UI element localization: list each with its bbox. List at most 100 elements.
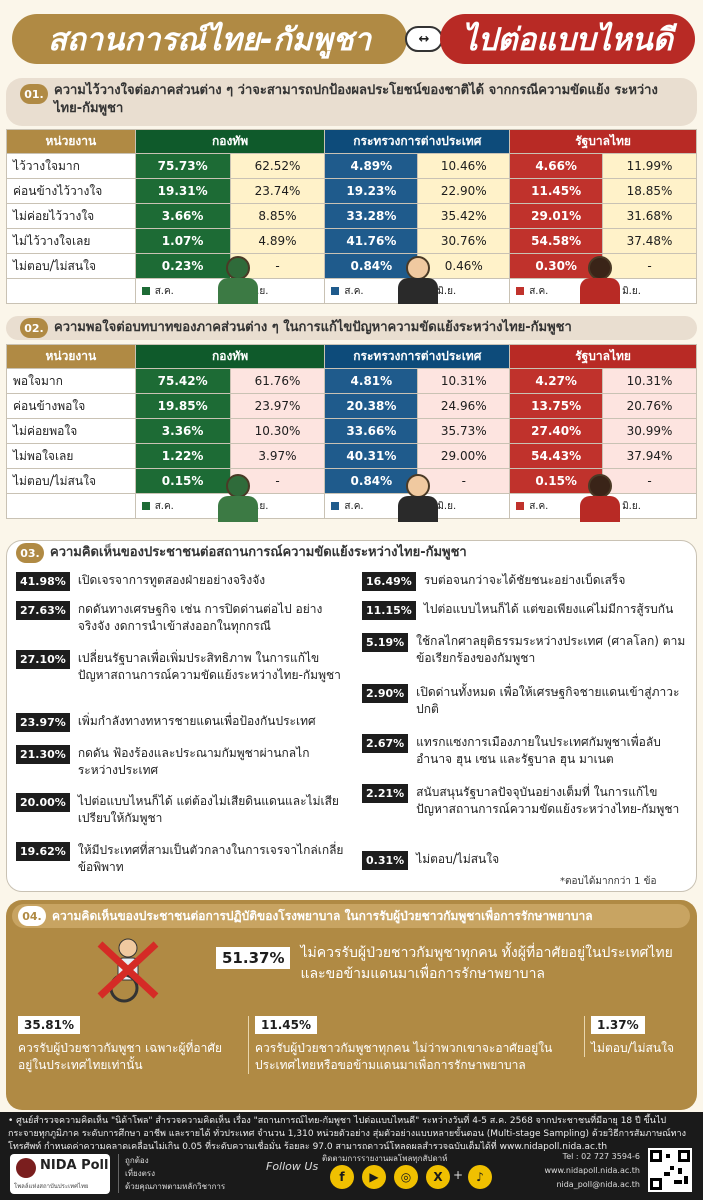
cell: 3.36% [134, 418, 231, 444]
header-title-left: สถานการณ์ไทย-กัมพูชา [12, 14, 407, 64]
opinion-item: 2.90% เปิดด่านทั้งหมด เพื่อให้เศรษฐกิจชาย… [362, 684, 687, 718]
youtube-icon[interactable]: ▶ [362, 1165, 386, 1189]
cell: 62.52% [229, 153, 326, 179]
multiple-answers-note: *ตอบได้มากกว่า 1 ข้อ [560, 876, 657, 887]
cell: 19.85% [134, 393, 231, 419]
cell: 3.66% [134, 203, 231, 229]
opinion-item: 16.49% รบต่อจนกว่าจะได้ชัยชนะอย่างเบ็ดเสร… [362, 572, 687, 591]
opinion-text: กดดันทางเศรษฐกิจ เช่น การปิดด่านต่อไป อย… [77, 602, 323, 633]
opinion-item: 21.30% กดดัน ฟ้องร้องและประณามกัมพูชาผ่าน… [16, 745, 346, 779]
motto: ถูกต้อง เที่ยงตรง ด้วยคุณภาพตามหลักวิชาก… [118, 1154, 225, 1193]
row-label: ค่อนข้างไว้วางใจ [6, 178, 136, 204]
cell: 11.45% [509, 178, 604, 204]
cell: 0.23% [134, 253, 231, 279]
opinion-pct: 19.62% [16, 842, 70, 861]
soldier-icon [218, 474, 258, 522]
cell: 1.07% [134, 228, 231, 254]
opinion-item: 27.63% กดดันทางเศรษฐกิจ เช่น การปิดด่านต่… [16, 601, 346, 635]
opinion-pct: 23.97% [16, 713, 70, 732]
trust-table: หน่วยงาน กองทัพ กระทรวงการต่างประเทศ รัฐ… [6, 129, 697, 304]
row-label: ค่อนข้างพอใจ [6, 393, 136, 419]
facebook-icon[interactable]: f [330, 1165, 354, 1189]
col-header-foreign-ministry: กระทรวงการต่างประเทศ [324, 344, 511, 369]
cell: 0.15% [509, 468, 604, 494]
opinion-text: เปลี่ยนรัฐบาลเพื่อเพิ่มประสิทธิภาพ ในการ… [77, 651, 341, 682]
section-3-number: 03. [16, 543, 44, 563]
row-label: ไม่ค่อยพอใจ [6, 418, 136, 444]
col-header-army: กองทัพ [134, 129, 326, 154]
opinion-item: 2.21% สนับสนุนรัฐบาลปัจจุบันอย่างเต็มที่ … [362, 784, 687, 818]
cell: 18.85% [602, 178, 697, 204]
diplomat-icon [398, 474, 438, 522]
opinion-text: แทรกแซงการเมืองภายในประเทศกัมพูชาเพื่อลั… [416, 735, 661, 766]
col-header-foreign-ministry: กระทรวงการต่างประเทศ [324, 129, 511, 154]
cell: 30.76% [417, 228, 511, 254]
stat-a-text: ควรรับผู้ป่วยชาวกัมพูชา เฉพาะผู้ที่อาศัย… [18, 1041, 222, 1072]
stat-main-pct: 51.37% [216, 947, 291, 969]
table-row: พอใจมาก 75.42% 61.76% 4.81% 10.31% 4.27% 10.31… [6, 368, 697, 394]
opinion-item: 2.67% แทรกแซงการเมืองภายในประเทศกัมพูชาเพ… [362, 734, 687, 768]
opinion-text: กดดัน ฟ้องร้องและประณามกัมพูชาผ่านกลไกระ… [77, 746, 310, 777]
row-label: ไม่ตอบ/ไม่สนใจ [6, 253, 136, 279]
col-header-government: รัฐบาลไทย [509, 344, 697, 369]
row-label: ไม่ค่อยไว้วางใจ [6, 203, 136, 229]
cell: - [602, 253, 697, 279]
table-row: ไม่ค่อยพอใจ 3.36% 10.30% 33.66% 35.73% 27.40%… [6, 418, 697, 444]
cell: 33.66% [324, 418, 419, 444]
opinion-item: 19.62% ให้มีประเทศที่สามเป็นตัวกลางในการเ… [16, 842, 346, 876]
section-3-header: 03. ความคิดเห็นของประชาชนต่อสถานการณ์ควา… [10, 542, 510, 564]
opinion-text: ไปต่อแบบไหนก็ได้ แต่ต้องไม่เสียดินแดนและ… [77, 794, 339, 825]
follow-us-label: Follow Us [266, 1160, 319, 1173]
instagram-icon[interactable]: ◎ [394, 1165, 418, 1189]
cell: 33.28% [324, 203, 419, 229]
cell: 23.74% [229, 178, 326, 204]
x-icon[interactable]: X [426, 1165, 450, 1189]
cell: 29.00% [417, 443, 511, 469]
legend-aug: ส.ค. [134, 278, 231, 304]
satisfaction-table: หน่วยงาน กองทัพ กระทรวงการต่างประเทศ รัฐ… [6, 344, 697, 519]
opinion-item: 20.00% ไปต่อแบบไหนก็ได้ แต่ต้องไม่เสียดิน… [16, 793, 346, 827]
qr-code[interactable] [648, 1148, 692, 1192]
cell: 20.76% [602, 393, 697, 419]
row-label: ไม่พอใจเลย [6, 443, 136, 469]
cell: 23.97% [229, 393, 326, 419]
cell: 0.15% [134, 468, 231, 494]
footer: • ศูนย์สำรวจความคิดเห็น "นิด้าโพล" สำรวจ… [0, 1112, 703, 1200]
opinion-pct: 2.90% [362, 684, 409, 703]
opinion-pct: 27.63% [16, 601, 70, 620]
soldier-icon [218, 256, 258, 304]
cell: 75.42% [134, 368, 231, 394]
cell: 40.31% [324, 443, 419, 469]
cell: 4.66% [509, 153, 604, 179]
cell: - [417, 468, 511, 494]
website-link[interactable]: www.nidapoll.nida.ac.th [544, 1166, 640, 1175]
section-2-number: 02. [20, 318, 48, 338]
opinion-pct: 2.67% [362, 734, 409, 753]
stat-a: 35.81% ควรรับผู้ป่วยชาวกัมพูชา เฉพาะผู้ท… [18, 1016, 233, 1074]
cell: 61.76% [229, 368, 326, 394]
opinion-item: 27.10% เปลี่ยนรัฐบาลเพื่อเพิ่มประสิทธิภาพ… [16, 650, 346, 684]
stat-b: 11.45% ควรรับผู้ป่วยชาวกัมพูชาทุกคน ไม่ว… [248, 1016, 568, 1074]
table-row: ไม่ค่อยไว้วางใจ 3.66% 8.85% 33.28% 35.42% 29.… [6, 203, 697, 229]
stat-c-pct: 1.37% [591, 1016, 645, 1034]
cell: 19.23% [324, 178, 419, 204]
cell: 4.89% [324, 153, 419, 179]
government-official-icon [580, 256, 620, 304]
opinion-pct: 2.21% [362, 784, 409, 803]
stat-c: 1.37% ไม่ตอบ/ไม่สนใจ [584, 1016, 684, 1057]
cell: 31.68% [602, 203, 697, 229]
header-title-right: ไปต่อแบบไหนดี [440, 14, 695, 64]
row-label: ไม่ตอบ/ไม่สนใจ [6, 468, 136, 494]
cell: 10.31% [602, 368, 697, 394]
patient-wheelchair-icon [88, 934, 168, 1004]
nida-poll-logo: NIDA Poll โพลล์แห่งสถาบันประเทศไทย [10, 1154, 110, 1194]
section-1-number: 01. [20, 84, 48, 104]
section-3-title: ความคิดเห็นของประชาชนต่อสถานการณ์ความขัด… [50, 545, 467, 560]
opinion-text: ใช้กลไกศาลยุติธรรมระหว่างประเทศ (ศาลโลก)… [416, 634, 686, 665]
tiktok-icon[interactable]: ♪ [468, 1165, 492, 1189]
email-link[interactable]: nida_poll@nida.ac.th [556, 1180, 640, 1189]
contact-info: Tel : 02 727 3594-6 www.nidapoll.nida.ac… [520, 1150, 640, 1192]
opinion-text: เปิดเจรจาการทูตสองฝ่ายอย่างจริงจัง [77, 573, 266, 587]
section-1-title: ความไว้วางใจต่อภาคส่วนต่าง ๆ ว่าจะสามารถ… [54, 83, 658, 116]
cell: 0.46% [417, 253, 511, 279]
